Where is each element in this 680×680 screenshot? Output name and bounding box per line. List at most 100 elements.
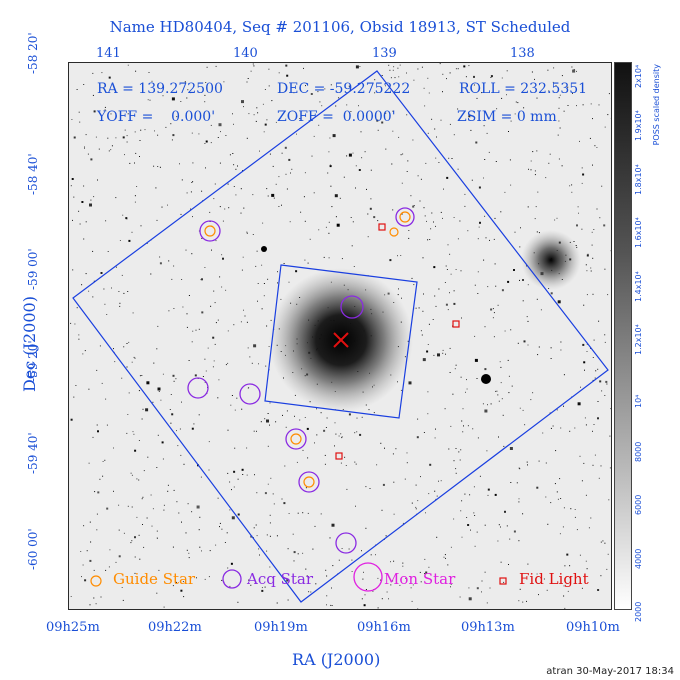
- background-star: [402, 153, 404, 155]
- background-star: [536, 97, 538, 99]
- background-star: [252, 63, 254, 65]
- background-star: [377, 129, 379, 131]
- background-star: [227, 472, 229, 474]
- background-star: [355, 65, 359, 69]
- background-star: [321, 105, 323, 107]
- background-star: [280, 298, 282, 300]
- background-star: [192, 162, 194, 164]
- guide-star-marker[interactable]: [290, 433, 302, 445]
- background-star: [278, 72, 280, 74]
- background-star: [569, 430, 571, 432]
- background-star: [509, 538, 511, 540]
- background-star: [498, 524, 500, 526]
- background-star: [343, 176, 345, 178]
- background-star: [392, 130, 394, 132]
- background-star: [410, 587, 412, 589]
- background-star: [150, 494, 152, 496]
- background-star: [596, 208, 598, 210]
- background-star: [92, 94, 94, 96]
- guide-star-marker[interactable]: [399, 211, 411, 223]
- background-star: [82, 353, 84, 355]
- background-star: [468, 587, 470, 589]
- background-star: [81, 576, 82, 578]
- sky-image-panel[interactable]: RA = 139.272500 DEC = -59.275222 ROLL = …: [68, 62, 612, 610]
- legend-mon-symbol: [353, 562, 383, 592]
- background-star: [308, 591, 310, 593]
- background-star: [172, 134, 175, 137]
- background-star: [519, 407, 521, 409]
- background-star: [226, 532, 228, 534]
- background-star: [99, 478, 101, 480]
- background-star: [276, 602, 278, 604]
- background-star: [427, 77, 429, 79]
- background-star: [136, 478, 138, 480]
- background-star: [550, 358, 552, 359]
- background-star: [604, 268, 606, 270]
- background-star: [241, 100, 244, 104]
- background-star: [547, 69, 549, 71]
- background-star: [477, 271, 479, 273]
- background-star: [538, 594, 539, 596]
- background-star: [513, 269, 515, 271]
- background-star: [442, 349, 444, 351]
- background-star: [193, 423, 195, 425]
- background-star: [468, 115, 471, 118]
- background-star: [352, 221, 354, 223]
- background-star: [348, 85, 350, 87]
- background-star: [283, 502, 286, 505]
- acq-star-marker[interactable]: [395, 207, 415, 227]
- acq-star-marker[interactable]: [239, 383, 261, 405]
- background-star: [358, 105, 359, 107]
- background-star: [250, 70, 252, 72]
- background-star: [450, 273, 452, 275]
- acq-star-marker[interactable]: [335, 532, 357, 554]
- guide-star-marker[interactable]: [204, 225, 216, 237]
- background-star: [113, 490, 114, 492]
- legend-guide-label: Guide Star: [113, 570, 196, 588]
- background-star: [146, 517, 148, 519]
- background-star: [380, 442, 382, 444]
- background-star: [92, 296, 94, 298]
- background-star: [391, 163, 393, 165]
- background-star: [230, 562, 233, 565]
- background-star: [139, 375, 141, 377]
- colorbar-tick: 2000: [634, 601, 643, 622]
- background-star: [85, 273, 87, 275]
- background-star: [263, 283, 265, 284]
- fid-light-marker[interactable]: [452, 320, 460, 328]
- background-star: [425, 162, 427, 164]
- target-x-marker[interactable]: [333, 332, 349, 348]
- background-star: [180, 101, 182, 102]
- background-star: [205, 370, 207, 372]
- background-star: [475, 141, 478, 144]
- background-star: [476, 587, 479, 590]
- background-star: [136, 186, 138, 187]
- background-star: [524, 424, 526, 426]
- background-star: [390, 77, 392, 79]
- background-star: [269, 566, 271, 568]
- background-star: [324, 463, 326, 465]
- field-star: [481, 374, 491, 384]
- background-star: [604, 395, 606, 396]
- acq-star-marker[interactable]: [298, 471, 320, 493]
- background-star: [597, 417, 599, 420]
- background-star: [88, 462, 90, 464]
- background-star: [484, 326, 486, 328]
- guide-star-marker[interactable]: [389, 227, 399, 237]
- background-star: [519, 588, 521, 590]
- guide-star-marker[interactable]: [303, 476, 315, 488]
- acq-star-marker[interactable]: [285, 428, 307, 450]
- background-star: [182, 306, 184, 308]
- acq-star-marker[interactable]: [340, 295, 364, 319]
- fid-light-marker[interactable]: [335, 452, 343, 460]
- background-star: [406, 171, 408, 172]
- background-star: [447, 564, 449, 566]
- background-star: [139, 140, 141, 141]
- background-star: [75, 385, 77, 386]
- background-star: [458, 451, 460, 453]
- acq-star-marker[interactable]: [199, 220, 221, 242]
- acq-star-marker[interactable]: [187, 377, 209, 399]
- background-star: [426, 220, 427, 222]
- background-star: [459, 459, 461, 461]
- fid-light-marker[interactable]: [378, 223, 386, 231]
